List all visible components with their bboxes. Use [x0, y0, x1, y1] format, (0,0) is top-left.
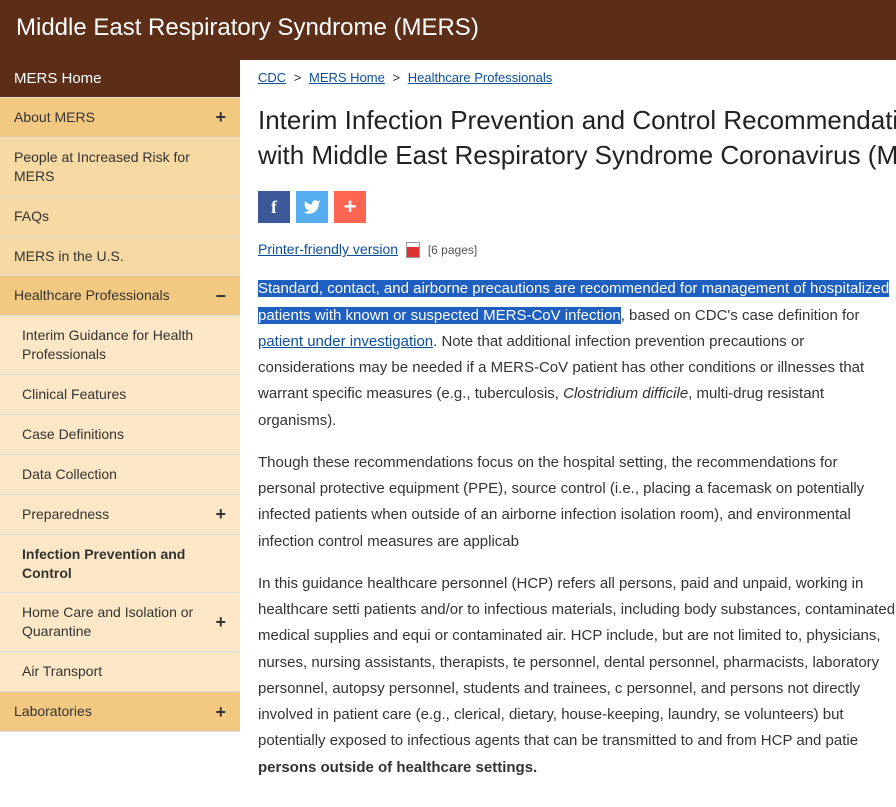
printer-row: Printer-friendly version [6 pages]	[258, 241, 896, 258]
sidebar-item-label: MERS in the U.S.	[14, 247, 124, 266]
sidebar-item-label: Infection Prevention and Control	[22, 545, 226, 583]
sidebar-sub-data-collection[interactable]: Data Collection	[0, 455, 240, 495]
sidebar-sub-home-care[interactable]: Home Care and Isolation or Quarantine +	[0, 593, 240, 652]
minus-icon: −	[215, 287, 226, 305]
page-header: Middle East Respiratory Syndrome (MERS)	[0, 0, 896, 60]
sidebar-item-healthcare-professionals[interactable]: Healthcare Professionals −	[0, 276, 240, 316]
breadcrumb-sep: >	[393, 70, 401, 85]
sidebar-item-label: People at Increased Risk for MERS	[14, 148, 226, 186]
twitter-icon	[303, 198, 321, 216]
breadcrumb-link-cdc[interactable]: CDC	[258, 70, 286, 85]
share-facebook-button[interactable]: f	[258, 191, 290, 223]
main-content: CDC > MERS Home > Healthcare Professiona…	[240, 60, 896, 807]
sidebar-item-label: Healthcare Professionals	[14, 286, 170, 305]
sidebar-sub-clinical-features[interactable]: Clinical Features	[0, 375, 240, 415]
sidebar-item-label: Clinical Features	[22, 385, 126, 404]
sidebar-home[interactable]: MERS Home	[0, 60, 240, 98]
plus-icon: +	[215, 108, 226, 126]
sidebar-sub-air-transport[interactable]: Air Transport	[0, 652, 240, 692]
plus-icon: +	[215, 505, 226, 523]
sidebar-item-label: Air Transport	[22, 662, 102, 681]
paragraph-1: Standard, contact, and airborne precauti…	[258, 276, 896, 434]
sidebar-nav: MERS Home About MERS + People at Increas…	[0, 60, 240, 807]
breadcrumb: CDC > MERS Home > Healthcare Professiona…	[258, 70, 896, 85]
breadcrumb-link-hcp[interactable]: Healthcare Professionals	[408, 70, 553, 85]
sidebar-sub-preparedness[interactable]: Preparedness +	[0, 495, 240, 535]
sidebar-sub-interim-guidance[interactable]: Interim Guidance for Health Professional…	[0, 316, 240, 375]
article-body: Standard, contact, and airborne precauti…	[258, 276, 896, 781]
sidebar-item-laboratories[interactable]: Laboratories +	[0, 692, 240, 732]
pages-note: [6 pages]	[428, 243, 477, 257]
sidebar-item-label: Data Collection	[22, 465, 117, 484]
sidebar-item-label: About MERS	[14, 108, 95, 127]
plus-icon: +	[215, 703, 226, 721]
patient-investigation-link[interactable]: patient under investigation	[258, 333, 433, 350]
main-layout: MERS Home About MERS + People at Increas…	[0, 60, 896, 807]
breadcrumb-link-mers-home[interactable]: MERS Home	[309, 70, 385, 85]
sidebar-item-label: FAQs	[14, 207, 49, 226]
printer-friendly-link[interactable]: Printer-friendly version	[258, 241, 398, 257]
sidebar-item-about-mers[interactable]: About MERS +	[0, 98, 240, 138]
breadcrumb-sep: >	[294, 70, 302, 85]
paragraph-3: In this guidance healthcare personnel (H…	[258, 571, 896, 781]
pdf-icon	[406, 242, 420, 258]
page-header-title: Middle East Respiratory Syndrome (MERS)	[16, 14, 880, 42]
plus-icon: +	[215, 613, 226, 631]
sidebar-item-label: Home Care and Isolation or Quarantine	[22, 603, 215, 641]
sidebar-item-increased-risk[interactable]: People at Increased Risk for MERS	[0, 138, 240, 197]
paragraph-2: Though these recommendations focus on th…	[258, 450, 896, 555]
sidebar-item-faqs[interactable]: FAQs	[0, 197, 240, 237]
sidebar-item-label: Laboratories	[14, 702, 92, 721]
sidebar-sub-case-definitions[interactable]: Case Definitions	[0, 415, 240, 455]
share-twitter-button[interactable]	[296, 191, 328, 223]
sidebar-item-label: Case Definitions	[22, 425, 124, 444]
sidebar-item-mers-us[interactable]: MERS in the U.S.	[0, 237, 240, 277]
sidebar-sub-infection-prevention[interactable]: Infection Prevention and Control	[0, 535, 240, 594]
sidebar-item-label: Interim Guidance for Health Professional…	[22, 326, 226, 364]
page-title: Interim Infection Prevention and Control…	[258, 103, 896, 173]
share-more-button[interactable]: +	[334, 191, 366, 223]
sidebar-item-label: Preparedness	[22, 505, 109, 524]
share-row: f +	[258, 191, 896, 223]
